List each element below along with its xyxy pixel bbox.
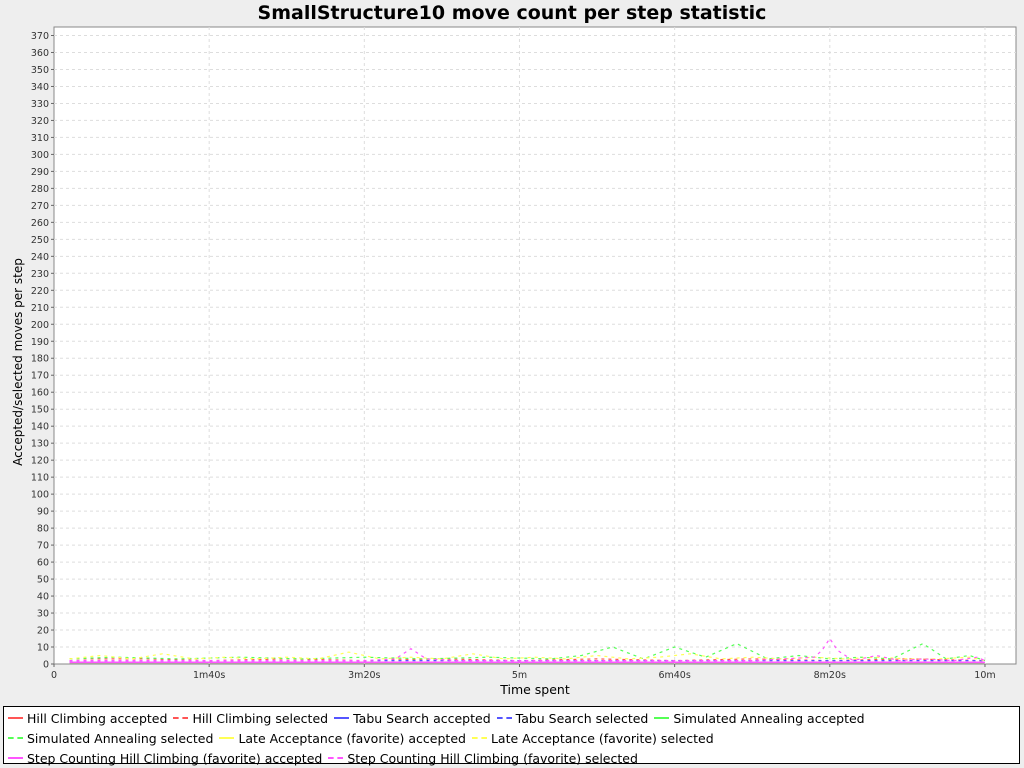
x-tick-label: 3m20s bbox=[348, 670, 380, 681]
legend-swatch bbox=[334, 717, 350, 719]
x-tick-label: 5m bbox=[512, 670, 527, 681]
legend-label: Tabu Search accepted bbox=[353, 710, 491, 726]
series-line-simulated-annealing-selected bbox=[69, 642, 986, 662]
x-tick-label: 10m bbox=[974, 670, 995, 681]
y-axis-ticks: 0 10 20 30 40 50 60 70 80 90 100 110 120 130 140 150 160… bbox=[31, 31, 54, 671]
plot-background bbox=[53, 26, 1017, 665]
legend: Hill Climbing accepted Hill Climbing sele… bbox=[3, 706, 1020, 766]
y-tick-label: 40 bbox=[37, 592, 49, 603]
legend-swatch bbox=[8, 717, 23, 719]
y-tick-label: 240 bbox=[31, 252, 49, 263]
legend-swatch bbox=[328, 757, 344, 759]
legend-label: Hill Climbing accepted bbox=[27, 710, 168, 726]
legend-item: Tabu Search accepted bbox=[334, 711, 491, 726]
y-tick-label: 310 bbox=[31, 133, 49, 144]
y-tick-label: 10 bbox=[37, 643, 49, 654]
legend-item: Simulated Annealing selected bbox=[8, 731, 213, 746]
y-tick-label: 180 bbox=[31, 354, 49, 365]
y-tick-label: 220 bbox=[31, 286, 49, 297]
y-tick-label: 260 bbox=[31, 218, 49, 229]
y-tick-label: 130 bbox=[31, 439, 49, 450]
y-tick-label: 280 bbox=[31, 184, 49, 195]
y-tick-label: 60 bbox=[37, 558, 49, 569]
y-tick-label: 190 bbox=[31, 337, 49, 348]
legend-swatch bbox=[219, 737, 235, 739]
legend-item: Hill Climbing accepted bbox=[8, 711, 167, 726]
series-line-late-acceptance-favorite-selected bbox=[69, 651, 986, 662]
y-tick-label: 300 bbox=[31, 150, 49, 161]
x-tick-label: 6m40s bbox=[658, 670, 690, 681]
y-tick-label: 110 bbox=[31, 473, 49, 484]
y-tick-label: 370 bbox=[31, 31, 49, 42]
x-axis-label: Time spent bbox=[499, 682, 570, 697]
legend-row: Simulated Annealing selected Late Accepta… bbox=[8, 728, 1015, 748]
grid-lines bbox=[54, 27, 1016, 664]
legend-item: Step Counting Hill Climbing (favorite) s… bbox=[328, 751, 638, 766]
y-tick-label: 120 bbox=[31, 456, 49, 467]
legend-label: Step Counting Hill Climbing (favorite) a… bbox=[27, 750, 323, 766]
y-tick-label: 150 bbox=[31, 405, 49, 416]
legend-label: Simulated Annealing accepted bbox=[673, 710, 865, 726]
y-tick-label: 90 bbox=[37, 507, 49, 518]
legend-label: Tabu Search selected bbox=[515, 710, 649, 726]
y-tick-label: 0 bbox=[43, 660, 49, 671]
x-axis-ticks: 0 1m40s 3m20s 5m 6m40s 8m20s 10m bbox=[51, 664, 996, 681]
series-line-step-counting-hill-climbing-favorite-selected bbox=[69, 637, 986, 662]
y-tick-label: 80 bbox=[37, 524, 49, 535]
chart-title: SmallStructure10 move count per step sta… bbox=[257, 2, 767, 24]
y-tick-label: 200 bbox=[31, 320, 49, 331]
legend-row: Hill Climbing accepted Hill Climbing sele… bbox=[8, 708, 1015, 728]
legend-swatch bbox=[471, 737, 487, 739]
y-tick-label: 320 bbox=[31, 116, 49, 127]
y-tick-label: 70 bbox=[37, 541, 49, 552]
legend-swatch bbox=[173, 717, 189, 719]
y-tick-label: 20 bbox=[37, 626, 49, 637]
legend-label: Late Acceptance (favorite) selected bbox=[490, 730, 714, 746]
y-tick-label: 290 bbox=[31, 167, 49, 178]
legend-swatch bbox=[8, 757, 23, 759]
y-tick-label: 330 bbox=[31, 99, 49, 110]
y-tick-label: 50 bbox=[37, 575, 49, 586]
legend-label: Hill Climbing selected bbox=[192, 710, 329, 726]
x-tick-label: 1m40s bbox=[193, 670, 225, 681]
legend-item: Hill Climbing selected bbox=[173, 711, 328, 726]
legend-label: Simulated Annealing selected bbox=[27, 730, 214, 746]
legend-item: Simulated Annealing accepted bbox=[654, 710, 865, 726]
chart-area: 0 10 20 30 40 50 60 70 80 90 100 110 120 130 140 150 160… bbox=[11, 26, 1017, 697]
legend-label: Step Counting Hill Climbing (favorite) s… bbox=[347, 750, 638, 766]
y-tick-label: 170 bbox=[31, 371, 49, 382]
y-tick-label: 360 bbox=[31, 48, 49, 59]
x-tick-label: 0 bbox=[51, 670, 57, 681]
legend-item: Late Acceptance (favorite) accepted bbox=[219, 731, 466, 746]
legend-swatch bbox=[8, 737, 23, 739]
series-lines bbox=[69, 637, 986, 664]
legend-row: Step Counting Hill Climbing (favorite) a… bbox=[8, 748, 1015, 768]
y-tick-label: 350 bbox=[31, 65, 49, 76]
legend-item: Tabu Search selected bbox=[496, 710, 649, 726]
y-tick-label: 210 bbox=[31, 303, 49, 314]
legend-item: Step Counting Hill Climbing (favorite) a… bbox=[8, 751, 322, 766]
legend-swatch bbox=[496, 717, 512, 719]
y-tick-label: 140 bbox=[31, 422, 49, 433]
y-tick-label: 270 bbox=[31, 201, 49, 212]
legend-label: Late Acceptance (favorite) accepted bbox=[238, 730, 466, 746]
legend-swatch bbox=[654, 717, 670, 719]
y-tick-label: 160 bbox=[31, 388, 49, 399]
y-tick-label: 30 bbox=[37, 609, 49, 620]
y-tick-label: 100 bbox=[31, 490, 49, 501]
y-tick-label: 340 bbox=[31, 82, 49, 93]
legend-item: Late Acceptance (favorite) selected bbox=[471, 730, 714, 746]
y-axis-label: Accepted/selected moves per step bbox=[11, 258, 25, 466]
y-tick-label: 250 bbox=[31, 235, 49, 246]
y-tick-label: 230 bbox=[31, 269, 49, 280]
x-tick-label: 8m20s bbox=[814, 670, 846, 681]
